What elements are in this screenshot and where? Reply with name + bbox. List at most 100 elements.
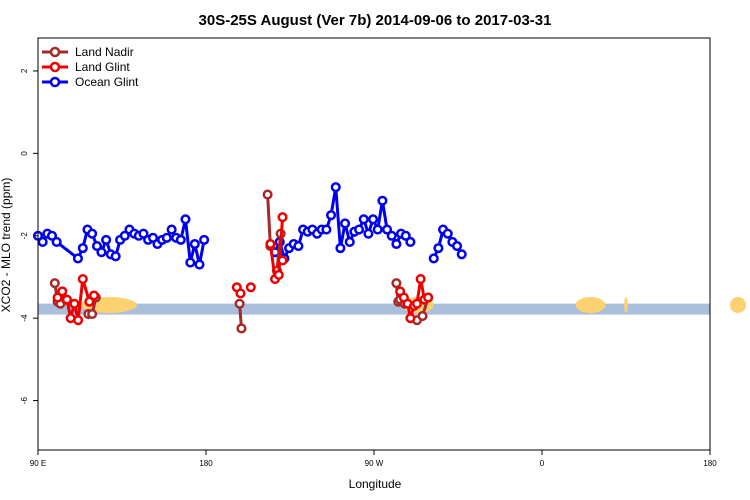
y-tick-label-2: -2	[20, 232, 29, 240]
y-axis-label: XCO2 - MLO trend (ppm)	[0, 178, 13, 313]
point-ocean-glint-4	[51, 236, 62, 247]
point-ocean-glint-5	[72, 253, 83, 264]
legend-marker-land-glint	[49, 61, 61, 73]
point-land-nadir-13	[391, 278, 402, 289]
point-ocean-glint-53	[363, 228, 374, 239]
y-tick-label-4: -6	[20, 396, 29, 404]
point-ocean-glint-47	[335, 243, 346, 254]
legend: Land Nadir Land Glint Ocean Glint	[42, 45, 139, 89]
point-land-glint-8	[88, 290, 100, 301]
point-ocean-glint-31	[194, 259, 205, 270]
series-land-glint	[52, 212, 434, 326]
point-ocean-glint-25	[166, 224, 177, 235]
point-ocean-glint-38	[293, 241, 304, 252]
point-ocean-glint-24	[161, 232, 172, 243]
x-tick-label-2: 90 W	[365, 459, 384, 468]
legend-entry-ocean-glint: Ocean Glint	[42, 75, 139, 89]
y-axis: 2 0 -2 -4 -6	[20, 68, 38, 404]
point-ocean-glint-64	[433, 243, 444, 254]
point-ocean-glint-13	[110, 251, 121, 262]
point-ocean-glint-59	[391, 238, 402, 250]
legend-label-ocean-glint: Ocean Glint	[75, 75, 139, 89]
point-land-glint-10	[235, 288, 246, 299]
point-ocean-glint-6	[77, 243, 88, 254]
series-line-land-nadir-3	[266, 194, 272, 247]
point-ocean-glint-1	[37, 236, 48, 247]
reference-band-layer	[38, 303, 710, 315]
point-ocean-glint-69	[456, 249, 467, 260]
point-ocean-glint-68	[452, 241, 463, 252]
point-ocean-glint-27	[175, 234, 186, 245]
point-ocean-glint-66	[442, 228, 453, 239]
point-ocean-glint-63	[428, 253, 439, 264]
point-land-glint-14	[273, 269, 284, 280]
legend-marker-ocean-glint	[49, 76, 61, 88]
point-land-glint-25	[423, 292, 434, 303]
point-ocean-glint-30	[189, 238, 200, 250]
point-ocean-glint-10	[96, 247, 107, 258]
point-ocean-glint-3	[46, 230, 58, 241]
land-patch-2	[575, 296, 606, 313]
y-tick-label-3: -4	[20, 314, 29, 322]
y-tick-label-0: 2	[20, 68, 29, 73]
point-land-glint-6	[77, 273, 88, 285]
land-patch-3	[624, 296, 628, 313]
point-land-glint-5	[73, 315, 84, 326]
point-ocean-glint-28	[180, 214, 191, 225]
legend-marker-land-nadir	[49, 46, 61, 58]
point-ocean-glint-48	[340, 218, 351, 229]
point-ocean-glint-32	[199, 234, 210, 245]
point-ocean-glint-61	[400, 230, 411, 241]
point-ocean-glint-11	[101, 234, 112, 245]
point-land-glint-1	[57, 286, 68, 297]
point-ocean-glint-62	[405, 236, 416, 247]
point-land-nadir-0	[49, 278, 60, 289]
point-land-nadir-7	[234, 298, 245, 309]
plot-frame	[37, 37, 711, 451]
point-land-glint-15	[277, 212, 288, 223]
point-land-glint-22	[411, 298, 422, 309]
point-land-nadir-8	[236, 323, 247, 334]
point-ocean-glint-54	[368, 214, 379, 225]
point-ocean-glint-19	[138, 228, 149, 239]
point-land-nadir-18	[417, 311, 428, 322]
point-land-glint-0	[52, 292, 63, 303]
legend-entry-land-nadir: Land Nadir	[42, 45, 134, 59]
point-ocean-glint-46	[330, 182, 341, 193]
point-land-glint-11	[245, 282, 256, 293]
point-ocean-glint-55	[372, 224, 383, 235]
chart-title: 30S-25S August (Ver 7b) 2014-09-06 to 20…	[199, 12, 552, 29]
legend-entry-land-glint: Land Glint	[42, 60, 130, 74]
point-ocean-glint-57	[382, 224, 393, 235]
legend-label-land-glint: Land Glint	[75, 60, 130, 74]
point-land-glint-2	[61, 294, 72, 305]
y-tick-label-1: 0	[20, 151, 29, 156]
reference-band	[38, 303, 710, 315]
point-ocean-glint-15	[119, 230, 130, 241]
point-ocean-glint-29	[185, 257, 196, 268]
x-tick-label-1: 180	[199, 459, 213, 468]
series-layer	[32, 182, 467, 334]
point-ocean-glint-52	[358, 214, 369, 225]
point-land-glint-7	[84, 296, 95, 307]
point-land-glint-12	[265, 238, 276, 250]
x-tick-label-3: 0	[540, 459, 545, 468]
x-tick-label-4: 180	[703, 459, 717, 468]
point-land-nadir-9	[262, 189, 273, 200]
point-ocean-glint-44	[321, 224, 332, 235]
point-land-nadir-5	[87, 308, 98, 320]
x-axis-label: Longitude	[349, 477, 402, 491]
point-ocean-glint-8	[87, 228, 98, 239]
point-land-glint-4	[69, 298, 80, 309]
point-ocean-glint-45	[326, 210, 337, 221]
point-ocean-glint-58	[386, 230, 397, 241]
point-land-glint-20	[405, 313, 416, 324]
point-ocean-glint-49	[344, 236, 355, 247]
point-land-glint-23	[415, 273, 426, 285]
legend-label-land-nadir: Land Nadir	[75, 45, 134, 59]
land-patch-4	[730, 296, 746, 313]
point-ocean-glint-51	[354, 224, 365, 235]
point-land-glint-16	[277, 255, 288, 266]
x-tick-label-0: 90 E	[30, 459, 46, 468]
